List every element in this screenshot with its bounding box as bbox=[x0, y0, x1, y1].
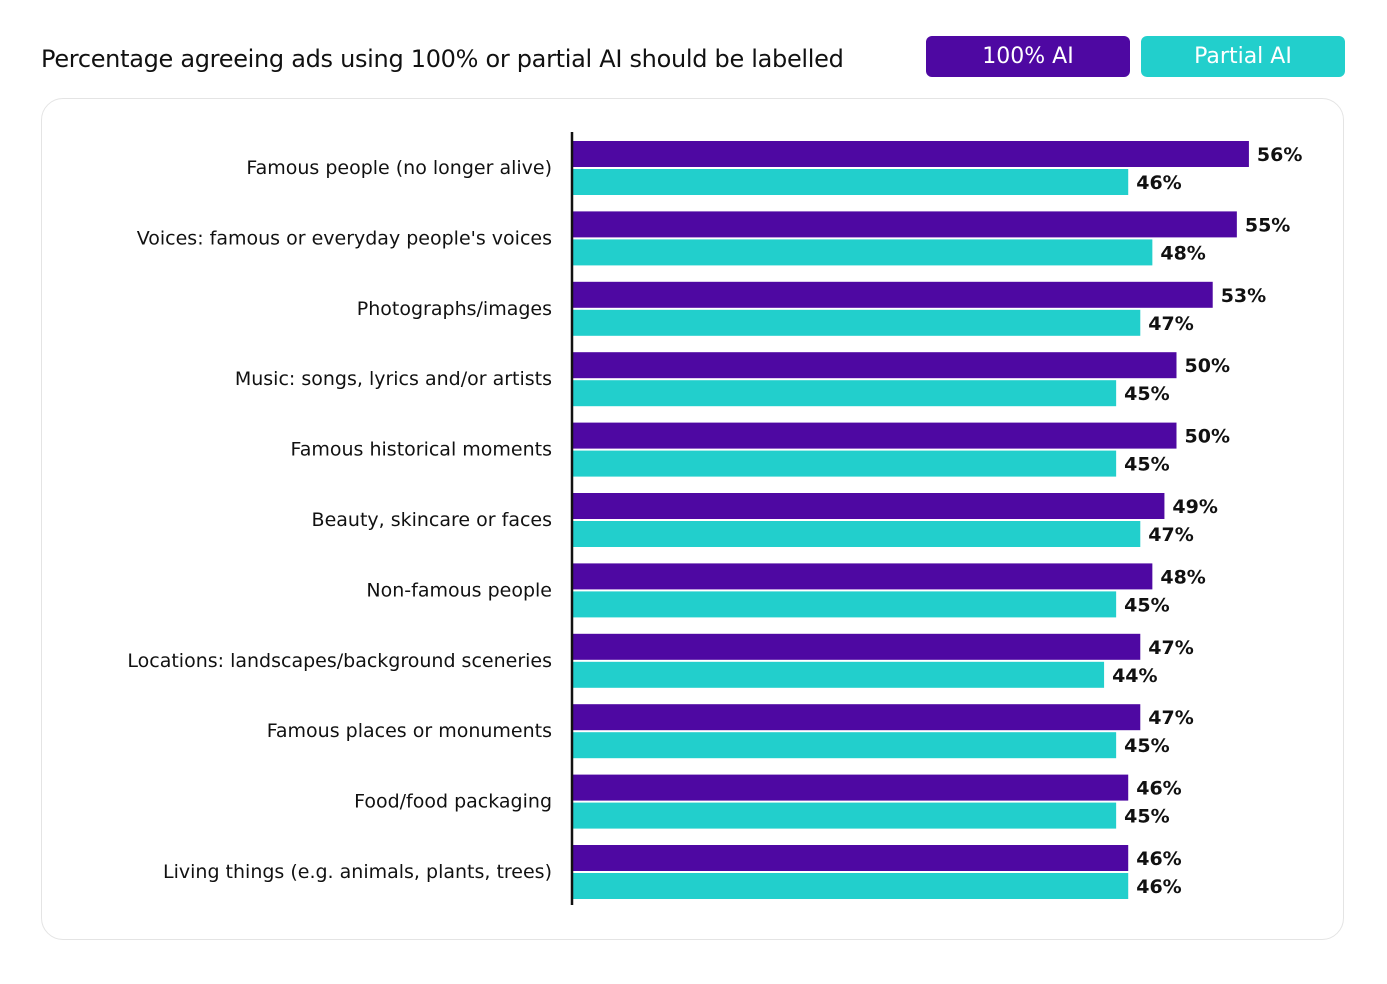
data-label: 56% bbox=[1257, 144, 1302, 166]
bar-100-ai bbox=[573, 211, 1237, 238]
bar-partial-ai bbox=[573, 661, 1105, 688]
legend-partial-ai: Partial AI bbox=[1141, 36, 1345, 77]
bar-100-ai bbox=[573, 493, 1165, 519]
legend-100-ai: 100% AI bbox=[926, 36, 1130, 77]
bar-100-ai bbox=[573, 281, 1213, 308]
data-label: 44% bbox=[1112, 665, 1157, 687]
data-label: 48% bbox=[1160, 242, 1205, 264]
bar-100-ai bbox=[573, 352, 1177, 379]
bar-100-ai bbox=[573, 633, 1141, 660]
data-label: 45% bbox=[1124, 594, 1169, 616]
bar-partial-ai bbox=[573, 732, 1117, 759]
bar-partial-ai bbox=[573, 873, 1129, 899]
data-label: 49% bbox=[1172, 496, 1217, 518]
category-label: Beauty, skincare or faces bbox=[312, 509, 552, 531]
category-label: Music: songs, lyrics and/or artists bbox=[235, 368, 552, 390]
data-label: 50% bbox=[1185, 355, 1230, 377]
data-label: 46% bbox=[1136, 848, 1181, 870]
data-label: 46% bbox=[1136, 172, 1181, 194]
data-label: 47% bbox=[1148, 313, 1193, 335]
data-label: 46% bbox=[1136, 876, 1181, 898]
category-label: Photographs/images bbox=[357, 298, 552, 320]
data-label: 45% bbox=[1124, 383, 1169, 405]
data-label: 53% bbox=[1221, 285, 1266, 307]
data-label: 47% bbox=[1148, 524, 1193, 546]
bar-100-ai bbox=[573, 845, 1129, 871]
data-label: 48% bbox=[1160, 566, 1205, 588]
bar-partial-ai bbox=[573, 450, 1117, 477]
category-label: Voices: famous or everyday people's voic… bbox=[137, 227, 552, 249]
bar-partial-ai bbox=[573, 309, 1141, 336]
bar-partial-ai bbox=[573, 521, 1141, 547]
bar-partial-ai bbox=[573, 802, 1117, 829]
bar-partial-ai bbox=[573, 169, 1129, 195]
category-label: Living things (e.g. animals, plants, tre… bbox=[163, 861, 552, 883]
category-label: Food/food packaging bbox=[354, 791, 552, 813]
category-label: Non-famous people bbox=[366, 579, 552, 601]
bar-partial-ai bbox=[573, 239, 1153, 266]
category-label: Famous people (no longer alive) bbox=[246, 157, 552, 179]
bar-100-ai bbox=[573, 141, 1249, 167]
data-label: 45% bbox=[1124, 806, 1169, 828]
data-label: 45% bbox=[1124, 735, 1169, 757]
bar-100-ai bbox=[573, 422, 1177, 449]
data-label: 47% bbox=[1148, 707, 1193, 729]
data-label: 46% bbox=[1136, 778, 1181, 800]
data-label: 50% bbox=[1185, 426, 1230, 448]
category-label: Locations: landscapes/background sceneri… bbox=[127, 650, 552, 672]
bar-100-ai bbox=[573, 563, 1153, 590]
chart-panel bbox=[41, 98, 1344, 940]
bar-partial-ai bbox=[573, 591, 1117, 618]
bar-100-ai bbox=[573, 704, 1141, 731]
data-label: 45% bbox=[1124, 454, 1169, 476]
data-label: 47% bbox=[1148, 637, 1193, 659]
bar-100-ai bbox=[573, 774, 1129, 801]
data-label: 55% bbox=[1245, 214, 1290, 236]
chart-title: Percentage agreeing ads using 100% or pa… bbox=[41, 45, 844, 73]
bar-partial-ai bbox=[573, 380, 1117, 407]
category-label: Famous historical moments bbox=[291, 439, 552, 461]
category-label: Famous places or monuments bbox=[267, 720, 552, 742]
